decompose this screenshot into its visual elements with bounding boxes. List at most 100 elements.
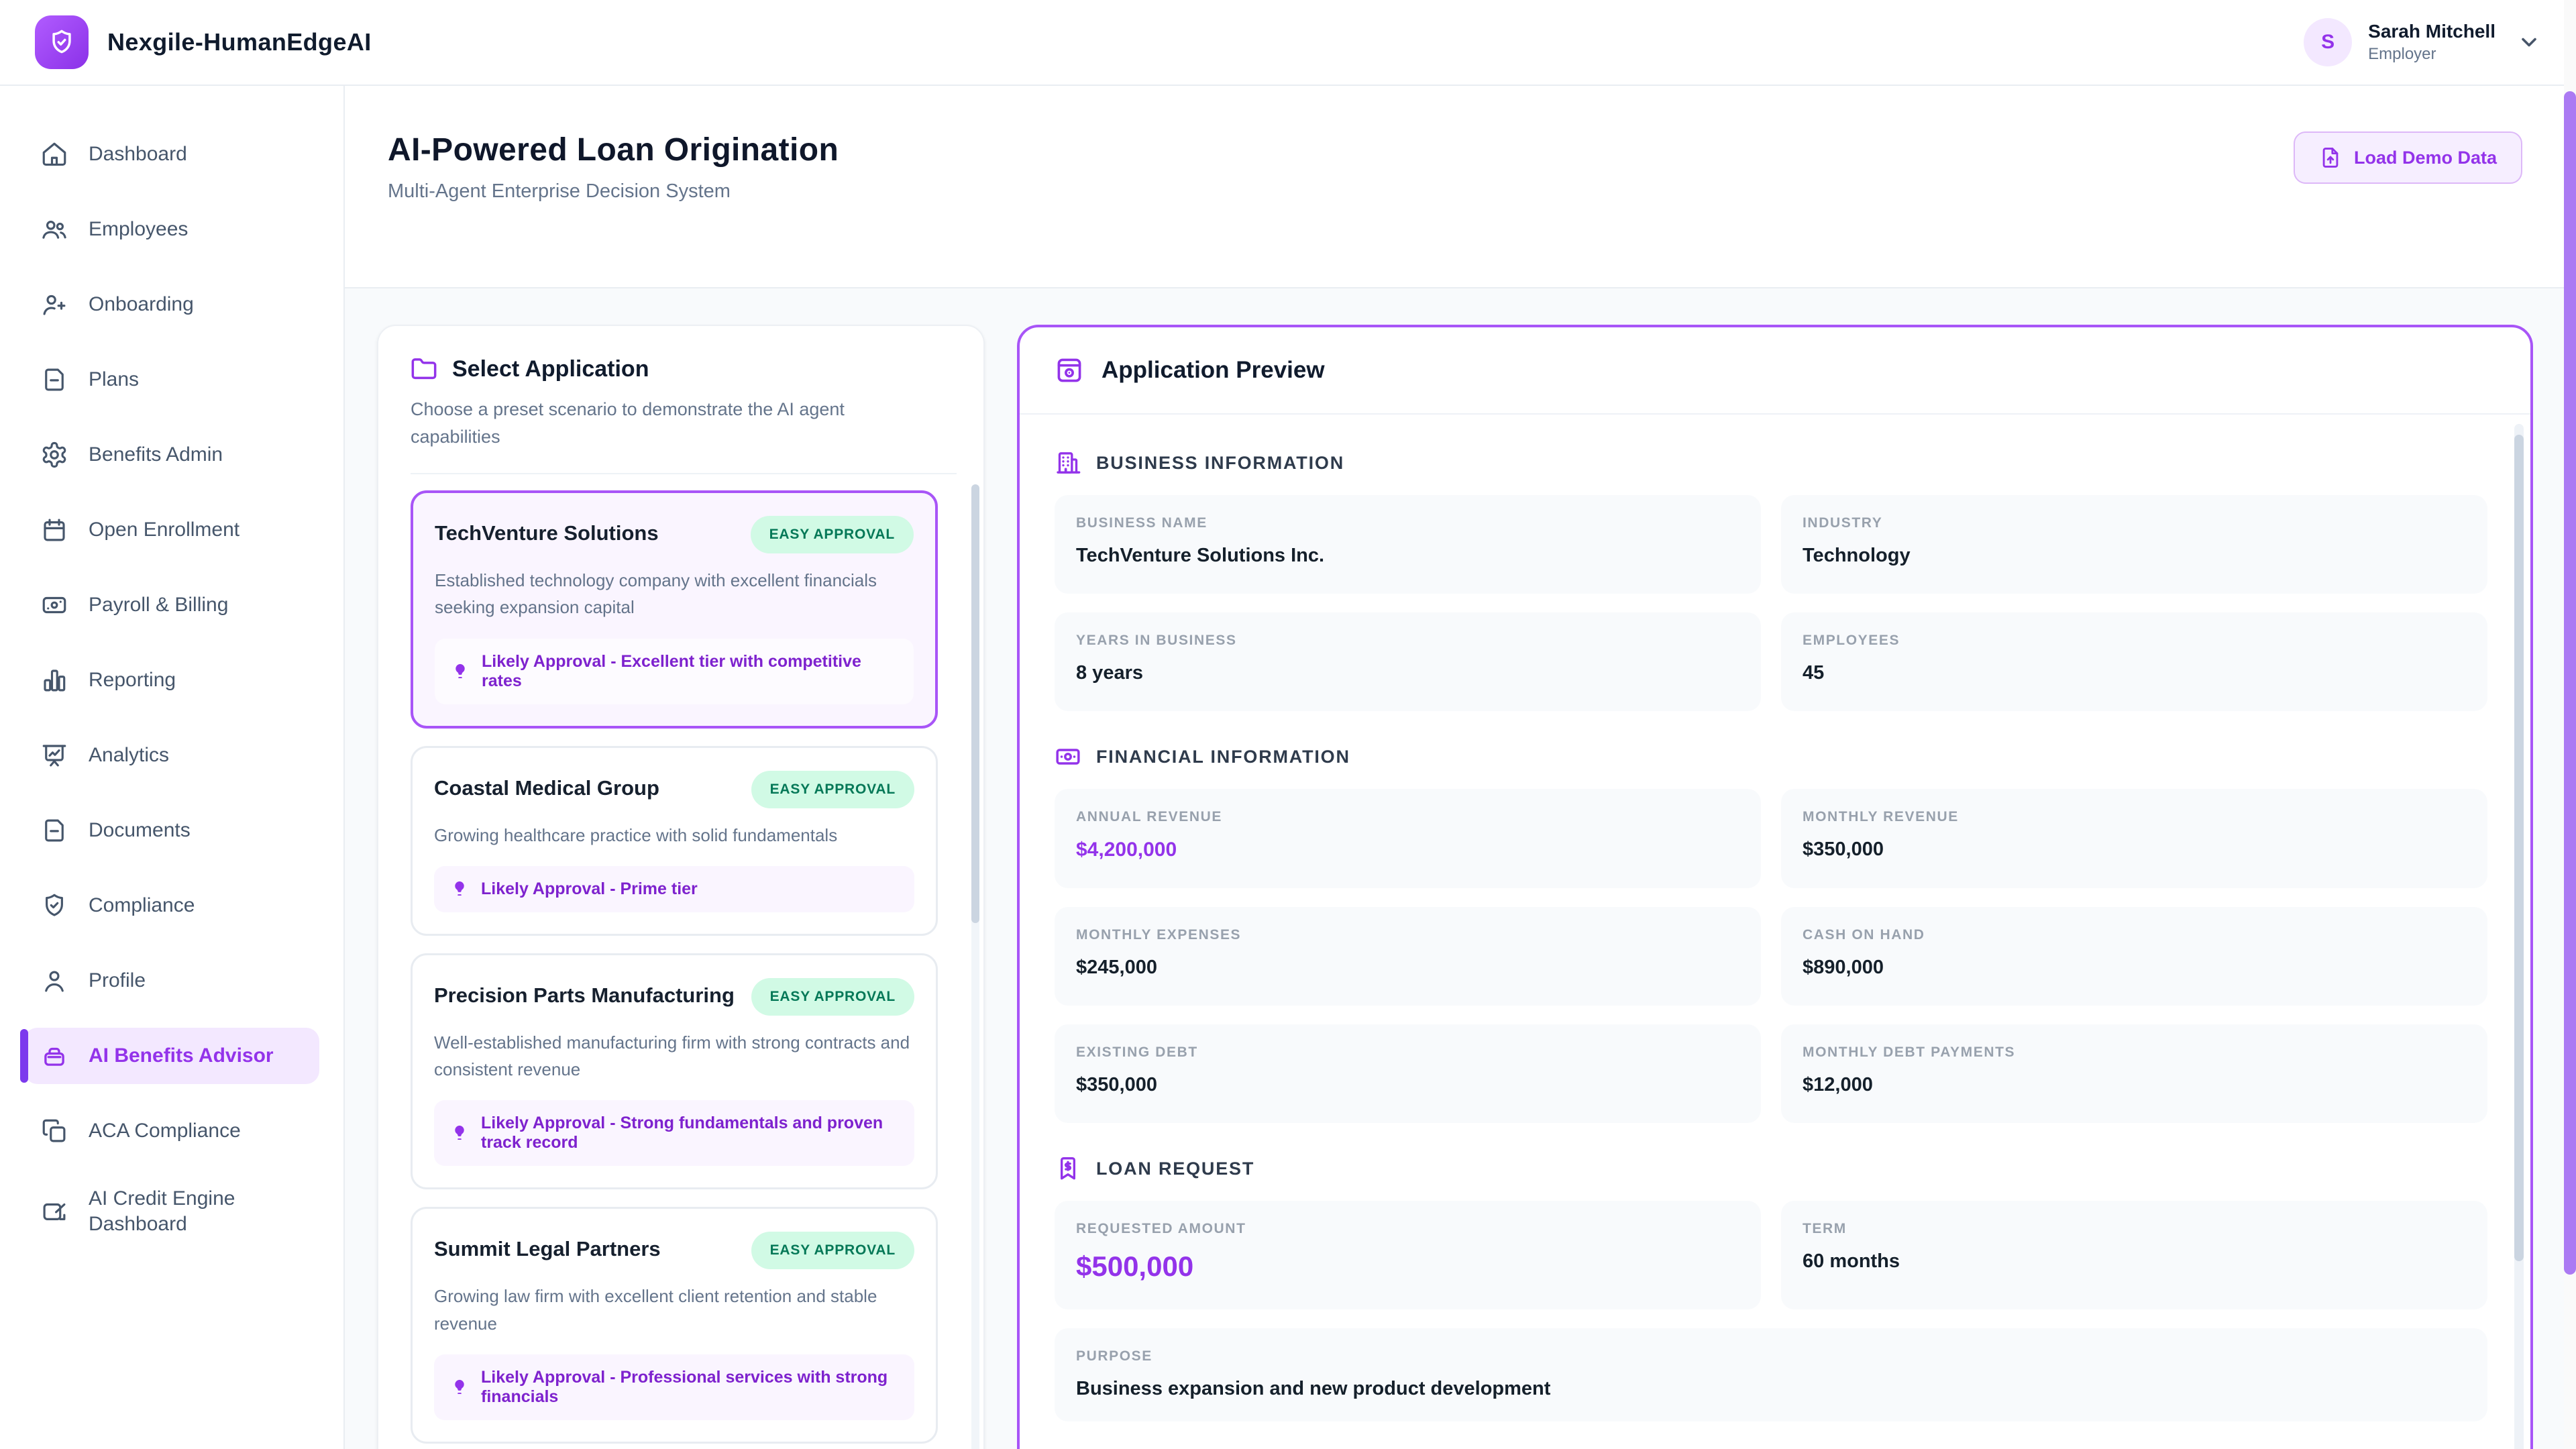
sidebar-item-open-enrollment[interactable]: Open Enrollment (24, 502, 319, 558)
divider (411, 473, 957, 474)
preview-panel-title: Application Preview (1102, 357, 1325, 383)
sidebar-item-profile[interactable]: Profile (24, 953, 319, 1009)
brand: Nexgile-HumanEdgeAI (35, 15, 372, 69)
scenario-name: Summit Legal Partners (434, 1237, 661, 1261)
scenario-description: Established technology company with exce… (435, 570, 877, 618)
field-term: TERM 60 months (1781, 1201, 2487, 1309)
preview-panel-body: BUSINESS INFORMATION BUSINESS NAME TechV… (1020, 415, 2530, 1449)
section-title: BUSINESS INFORMATION (1096, 452, 1345, 473)
field-monthly-debt-payments: MONTHLY DEBT PAYMENTS $12,000 (1781, 1024, 2487, 1123)
scenario-card-techventure[interactable]: TechVenture Solutions EASY APPROVAL Esta… (411, 490, 938, 729)
avatar: S (2304, 18, 2353, 66)
status-badge: EASY APPROVAL (751, 770, 914, 808)
page-header: AI-Powered Loan Origination Multi-Agent … (345, 86, 2576, 288)
section-title: LOAN REQUEST (1096, 1158, 1255, 1179)
wallet-icon (40, 591, 68, 619)
document-icon (40, 816, 68, 845)
page-scrollbar-thumb[interactable] (2564, 91, 2576, 1275)
business-information-section: BUSINESS INFORMATION BUSINESS NAME TechV… (1055, 449, 2487, 711)
scenario-description: Growing healthcare practice with solid f… (434, 824, 838, 845)
sidebar-item-analytics[interactable]: Analytics (24, 727, 319, 784)
user-role: Employer (2368, 45, 2436, 63)
scenario-hint-text: Likely Approval - Professional services … (481, 1368, 888, 1407)
select-panel-subtitle: Choose a preset scenario to demonstrate … (411, 399, 845, 447)
sidebar-item-compliance[interactable]: Compliance (24, 877, 319, 934)
scenario-name: Precision Parts Manufacturing (434, 983, 735, 1007)
field-business-name: BUSINESS NAME TechVenture Solutions Inc. (1055, 495, 1761, 594)
field-existing-debt: EXISTING DEBT $350,000 (1055, 1024, 1761, 1123)
field-cash-on-hand: CASH ON HAND $890,000 (1781, 907, 2487, 1006)
scenario-name: TechVenture Solutions (435, 521, 659, 545)
scenario-hint: Likely Approval - Professional services … (434, 1354, 914, 1421)
select-panel-header: Select Application (411, 356, 957, 382)
briefcase-icon (40, 1042, 68, 1070)
lightbulb-icon (455, 1126, 464, 1140)
field-requested-amount: REQUESTED AMOUNT $500,000 (1055, 1201, 1761, 1309)
presentation-chart-icon (40, 741, 68, 769)
sidebar-item-reporting[interactable]: Reporting (24, 652, 319, 708)
select-panel-title: Select Application (452, 356, 649, 382)
load-demo-data-button[interactable]: Load Demo Data (2293, 131, 2522, 184)
sidebar-item-ai-credit-engine-dashboard[interactable]: AI Credit Engine Dashboard (24, 1178, 319, 1244)
sidebar-item-ai-benefits-advisor[interactable]: AI Benefits Advisor (20, 1028, 319, 1084)
calendar-icon (40, 516, 68, 544)
scenario-hint-text: Likely Approval - Strong fundamentals an… (481, 1114, 883, 1152)
scrollbar-thumb[interactable] (971, 484, 979, 923)
scenario-hint: Likely Approval - Prime tier (434, 865, 914, 912)
scenario-description: Well-established manufacturing firm with… (434, 1032, 910, 1080)
field-employees: EMPLOYEES 45 (1781, 612, 2487, 711)
shell: Dashboard Employees Onboarding Plans (0, 86, 2576, 1449)
page-title: AI-Powered Loan Origination (388, 132, 839, 168)
shield-check-logo-icon (35, 15, 89, 69)
copy-icon (40, 1117, 68, 1145)
preview-window-icon (1057, 358, 1081, 382)
scenario-hint-text: Likely Approval - Prime tier (481, 879, 698, 898)
sidebar-item-benefits-admin[interactable]: Benefits Admin (24, 427, 319, 483)
scenario-description: Growing law firm with excellent client r… (434, 1286, 877, 1334)
field-industry: INDUSTRY Technology (1781, 495, 2487, 594)
building-icon (1057, 452, 1081, 474)
field-monthly-revenue: MONTHLY REVENUE $350,000 (1781, 789, 2487, 888)
lightbulb-icon (455, 663, 465, 678)
sidebar-item-payroll-billing[interactable]: Payroll & Billing (24, 577, 319, 633)
scenario-hint-text: Likely Approval - Excellent tier with co… (482, 651, 861, 690)
sidebar-item-aca-compliance[interactable]: ACA Compliance (24, 1103, 319, 1159)
user-plus-icon (40, 290, 68, 319)
preview-scrollbar[interactable] (2514, 424, 2524, 1449)
price-tag-icon (1061, 1157, 1075, 1180)
sidebar-item-onboarding[interactable]: Onboarding (24, 276, 319, 333)
banknote-icon (1056, 749, 1080, 765)
lightbulb-icon (455, 881, 464, 896)
gear-icon (40, 441, 68, 469)
status-badge: EASY APPROVAL (751, 1232, 914, 1270)
file-upload-icon (2322, 148, 2339, 168)
bar-chart-icon (40, 666, 68, 694)
status-badge: EASY APPROVAL (750, 516, 914, 553)
sidebar-item-plans[interactable]: Plans (24, 352, 319, 408)
scenario-card-precision-parts[interactable]: Precision Parts Manufacturing EASY APPRO… (411, 953, 938, 1190)
user-icon (40, 967, 68, 995)
chevron-down-icon[interactable] (2517, 30, 2541, 54)
lightbulb-icon (455, 1379, 464, 1395)
scenario-card-summit-legal[interactable]: Summit Legal Partners EASY APPROVAL Grow… (411, 1207, 938, 1444)
sidebar: Dashboard Employees Onboarding Plans (0, 86, 345, 1449)
field-annual-revenue: ANNUAL REVENUE $4,200,000 (1055, 789, 1761, 888)
scenario-list: TechVenture Solutions EASY APPROVAL Esta… (411, 490, 957, 1449)
scenario-list-scrollbar[interactable] (971, 484, 979, 1449)
user-name: Sarah Mitchell (2368, 21, 2496, 42)
shield-check-icon (40, 892, 68, 920)
section-title: FINANCIAL INFORMATION (1096, 746, 1350, 767)
credit-engine-icon (40, 1197, 68, 1226)
user-menu[interactable]: S Sarah Mitchell Employer (2304, 18, 2541, 66)
scrollbar-thumb[interactable] (2514, 435, 2524, 1261)
page-scrollbar[interactable] (2564, 0, 2576, 1449)
sidebar-item-dashboard[interactable]: Dashboard (24, 126, 319, 182)
users-icon (40, 215, 68, 244)
field-monthly-expenses: MONTHLY EXPENSES $245,000 (1055, 907, 1761, 1006)
sidebar-item-employees[interactable]: Employees (24, 201, 319, 258)
user-meta: Sarah Mitchell Employer (2368, 21, 2496, 64)
select-application-panel: Select Application Choose a preset scena… (377, 325, 985, 1449)
scenario-card-coastal-medical[interactable]: Coastal Medical Group EASY APPROVAL Grow… (411, 745, 938, 936)
sidebar-item-documents[interactable]: Documents (24, 802, 319, 859)
